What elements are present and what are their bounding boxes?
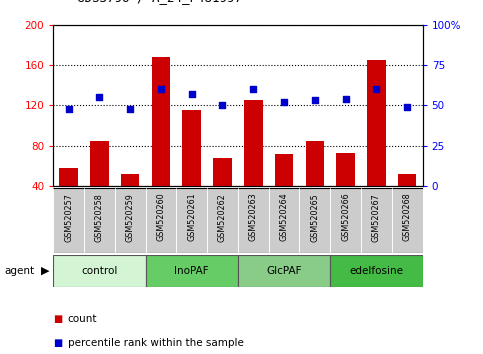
Point: [280, 99, 288, 105]
Text: count: count: [68, 314, 97, 324]
Point: [65, 106, 72, 112]
Point: [188, 91, 196, 97]
Text: InoPAF: InoPAF: [174, 266, 209, 276]
Text: GlcPAF: GlcPAF: [266, 266, 302, 276]
Text: GSM520263: GSM520263: [249, 193, 258, 241]
Point: [96, 95, 103, 100]
Bar: [238, 255, 330, 287]
Bar: [330, 255, 423, 287]
Point: [249, 86, 257, 92]
Text: GSM520258: GSM520258: [95, 193, 104, 242]
Bar: [90, 141, 109, 226]
Point: [342, 96, 350, 102]
Bar: [121, 174, 139, 226]
Bar: [299, 188, 330, 253]
Bar: [306, 141, 324, 226]
Point: [403, 104, 411, 110]
Bar: [275, 154, 293, 226]
Text: agent: agent: [5, 266, 35, 276]
Bar: [145, 188, 176, 253]
Text: GSM520262: GSM520262: [218, 193, 227, 242]
Bar: [367, 60, 385, 226]
Bar: [115, 188, 145, 253]
Bar: [53, 255, 145, 287]
Text: control: control: [81, 266, 117, 276]
Bar: [330, 188, 361, 253]
Text: ■: ■: [53, 314, 62, 324]
Bar: [244, 100, 263, 226]
Point: [219, 103, 227, 108]
Text: GSM520260: GSM520260: [156, 193, 165, 241]
Text: GDS3796 / A_24_P481997: GDS3796 / A_24_P481997: [77, 0, 242, 4]
Bar: [145, 255, 238, 287]
Bar: [152, 57, 170, 226]
Text: edelfosine: edelfosine: [349, 266, 403, 276]
Bar: [84, 188, 115, 253]
Text: GSM520259: GSM520259: [126, 193, 135, 242]
Bar: [398, 174, 416, 226]
Bar: [238, 188, 269, 253]
Bar: [183, 110, 201, 226]
Text: GSM520265: GSM520265: [311, 193, 319, 242]
Bar: [269, 188, 299, 253]
Text: GSM520264: GSM520264: [280, 193, 288, 241]
Text: GSM520268: GSM520268: [403, 193, 412, 241]
Text: GSM520266: GSM520266: [341, 193, 350, 241]
Text: ▶: ▶: [41, 266, 50, 276]
Bar: [213, 158, 232, 226]
Text: GSM520261: GSM520261: [187, 193, 196, 241]
Point: [372, 86, 380, 92]
Bar: [176, 188, 207, 253]
Text: GSM520267: GSM520267: [372, 193, 381, 242]
Point: [126, 106, 134, 112]
Bar: [361, 188, 392, 253]
Text: ■: ■: [53, 338, 62, 348]
Bar: [59, 168, 78, 226]
Bar: [207, 188, 238, 253]
Text: percentile rank within the sample: percentile rank within the sample: [68, 338, 243, 348]
Point: [157, 86, 165, 92]
Bar: [53, 188, 84, 253]
Bar: [336, 153, 355, 226]
Point: [311, 98, 319, 103]
Bar: [392, 188, 423, 253]
Text: GSM520257: GSM520257: [64, 193, 73, 242]
